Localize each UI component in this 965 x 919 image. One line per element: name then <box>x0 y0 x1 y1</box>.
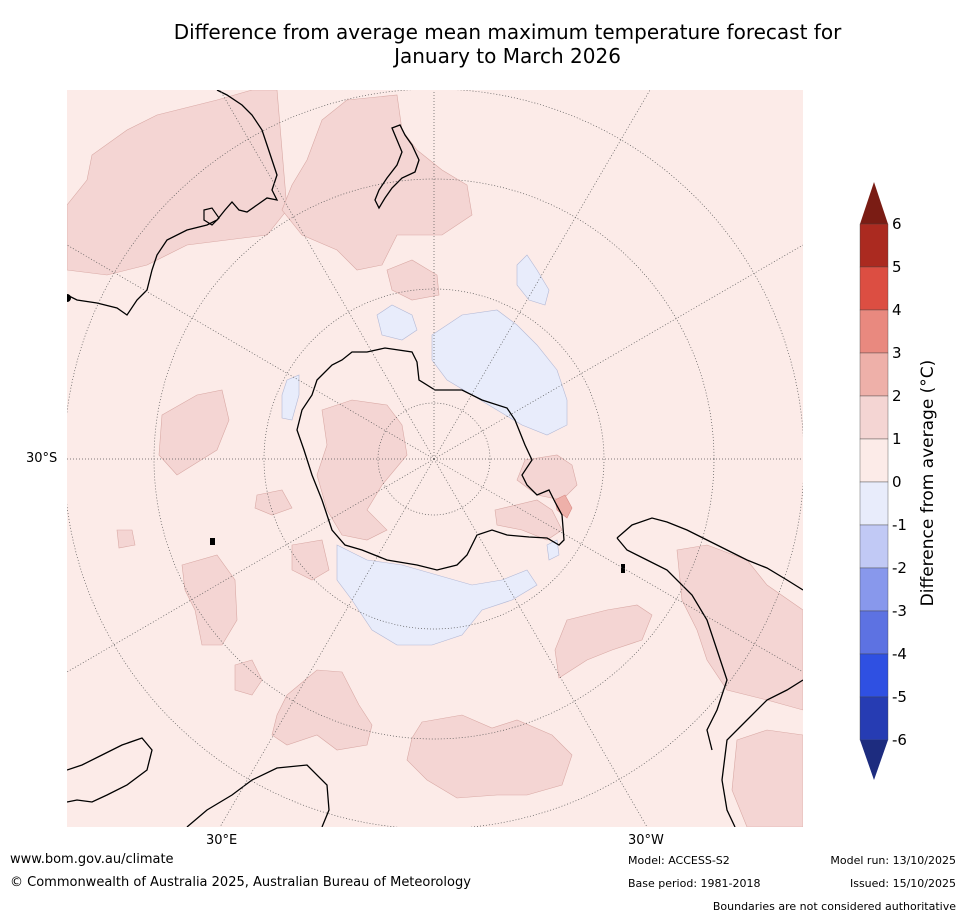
colorbar-segment-m5_to_m4 <box>859 653 889 698</box>
meridian-30w <box>433 458 648 827</box>
latitude-label: 30°S <box>26 451 58 466</box>
colorbar-tick-neg2: -2 <box>892 559 907 577</box>
meridian-120e <box>67 244 435 460</box>
africa-coastline <box>67 737 330 827</box>
anomaly-patch-w4 <box>181 554 238 646</box>
colorbar-segment-0_to_1 <box>859 438 889 483</box>
colorbar-segment-m6_to_m5 <box>859 696 889 741</box>
anomaly-patch-w5 <box>116 529 136 549</box>
latitude-circle-80s <box>377 402 491 516</box>
colorbar-tick-neg3: -3 <box>892 602 907 620</box>
footer-issued: Issued: 15/10/2025 <box>849 877 956 890</box>
map-svg <box>67 90 803 827</box>
antarctica-coastline <box>296 347 565 571</box>
australia-coastline <box>67 90 279 316</box>
colorbar-tick-5: 5 <box>892 258 902 276</box>
colorbar-segment-1_to_2 <box>859 395 889 440</box>
colorbar-segment-m1_to_0 <box>859 481 889 526</box>
anomaly-patch-nz-sea <box>281 94 473 271</box>
chart-title: Difference from average mean maximum tem… <box>60 20 955 68</box>
longitude-label-30w: 30°W <box>628 833 664 848</box>
meridian-120w <box>433 244 803 460</box>
island-kerguelen <box>210 538 215 545</box>
colorbar-segment-3_to_4 <box>859 309 889 354</box>
anomaly-patch-se2 <box>731 729 803 827</box>
colorbar-tick-0: 0 <box>892 473 902 491</box>
colorbar-segment-5_to_6 <box>859 223 889 268</box>
cool-patch-ross-sea <box>336 544 538 646</box>
graticule <box>67 90 803 827</box>
anomaly-patch-w3 <box>291 539 330 581</box>
new-zealand-coastline <box>374 124 420 210</box>
anomaly-patch-antarctic-interior <box>316 399 408 541</box>
colorbar-label: Difference from average (°C) <box>918 359 938 607</box>
colorbar-svg <box>859 182 889 780</box>
colorbar-segment-m4_to_m3 <box>859 610 889 655</box>
cool-patch-n1 <box>516 254 550 306</box>
cool-patch-n2 <box>376 304 418 341</box>
colorbar-segment-m2_to_m1 <box>859 524 889 569</box>
island-falklands <box>621 564 625 573</box>
colorbar: 6 5 4 3 2 1 0 -1 -2 -3 -4 -5 -6 <box>858 180 958 785</box>
anomaly-patch-w6 <box>234 659 263 696</box>
colorbar-tick-2: 2 <box>892 387 902 405</box>
south-america-coastline <box>616 517 803 827</box>
map-panel <box>67 90 803 827</box>
longitude-label-30e: 30°E <box>206 833 238 848</box>
colorbar-tick-neg6: -6 <box>892 731 907 749</box>
anomaly-1-2-regions <box>67 90 803 827</box>
colorbar-tick-neg5: -5 <box>892 688 907 706</box>
colorbar-tick-1: 1 <box>892 430 902 448</box>
island-west <box>67 294 71 302</box>
colorbar-tick-neg1: -1 <box>892 516 907 534</box>
colorbar-tick-3: 3 <box>892 344 902 362</box>
anomaly-patch-nw <box>67 90 288 276</box>
colorbar-tick-neg4: -4 <box>892 645 907 663</box>
meridian-30e <box>219 458 435 827</box>
colorbar-extend-top <box>860 182 888 224</box>
anomaly-patch-weddell <box>494 499 563 541</box>
footer-base-period: Base period: 1981-2018 <box>628 877 761 890</box>
meridian-60w <box>433 458 803 673</box>
anomaly-patch-w2 <box>254 489 293 516</box>
footer-website: www.bom.gov.au/climate <box>10 852 174 867</box>
latitude-circle-60s <box>263 288 605 630</box>
footer-model: Model: ACCESS-S2 <box>628 854 730 867</box>
anomaly-patch-drake <box>516 454 578 501</box>
meridian-150w <box>433 90 651 460</box>
anomaly-patch-w1 <box>158 389 230 476</box>
colorbar-tick-6: 6 <box>892 215 902 233</box>
colorbar-segment-2_to_3 <box>859 352 889 397</box>
colorbar-segment-m3_to_m2 <box>859 567 889 612</box>
anomaly-neg-0-1-regions <box>281 254 568 646</box>
anomaly-patch-small-n <box>386 259 440 301</box>
colorbar-tick-4: 4 <box>892 301 902 319</box>
anomaly-patch-s <box>406 714 573 799</box>
footer-model-run: Model run: 13/10/2025 <box>830 854 956 867</box>
anomaly-2-3-region <box>554 494 573 519</box>
title-line-2: January to March 2026 <box>394 44 621 68</box>
anomaly-patch-se1 <box>554 604 653 679</box>
anomaly-patch-sw <box>271 669 373 751</box>
colorbar-extend-bottom <box>860 740 888 780</box>
tasmania-coastline <box>203 207 220 226</box>
colorbar-segment-4_to_5 <box>859 266 889 311</box>
meridian-150e <box>219 90 435 460</box>
cool-patch-weddell-sea <box>431 309 568 436</box>
anomaly-patch-sa <box>676 544 803 711</box>
colorbar-segments <box>859 182 889 780</box>
footer-copyright: © Commonwealth of Australia 2025, Austra… <box>10 875 471 890</box>
title-line-1: Difference from average mean maximum tem… <box>173 20 842 44</box>
cool-patch-w <box>281 374 300 421</box>
footer-disclaimer: Boundaries are not considered authoritat… <box>712 900 956 913</box>
